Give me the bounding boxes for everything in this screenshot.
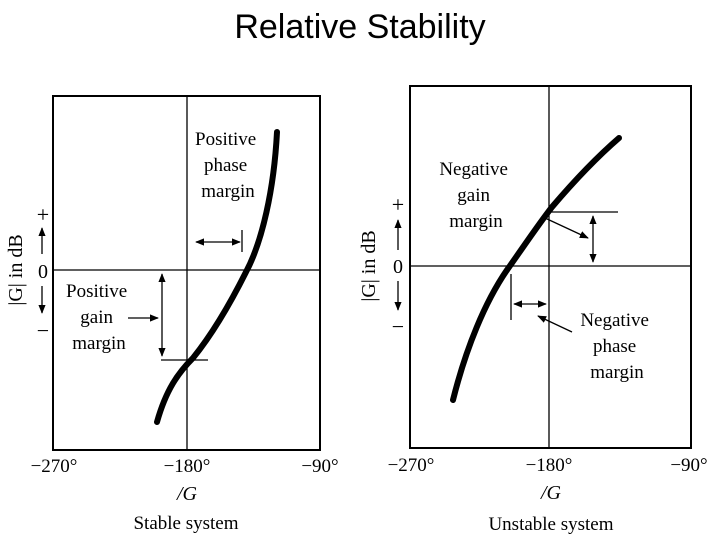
unstable-ylabel: |G| in dB	[358, 230, 380, 301]
stable-y-zero: 0	[38, 261, 48, 283]
stable-y-minus: −	[37, 318, 49, 343]
unstable-phase-label: Negative phase margin	[580, 310, 653, 383]
stable-ylabel: |G| in dB	[5, 234, 27, 305]
unstable-gain-pointer	[544, 217, 589, 239]
unstable-phase-pointer	[537, 315, 573, 333]
unstable-system-diagram: Negative gain margin Negative phase marg…	[358, 85, 708, 535]
unstable-gain-label: Negative gain margin	[439, 159, 512, 232]
unstable-xtick-minus90: −90°	[670, 455, 707, 476]
stable-gain-label: Positive gain margin	[66, 281, 132, 354]
unstable-xtick-minus270: −270°	[388, 455, 435, 476]
stable-frequency-curve	[154, 129, 280, 425]
unstable-y-minus: −	[392, 314, 404, 339]
stable-xtick-minus180: −180°	[164, 456, 211, 477]
stable-xtick-minus270: −270°	[31, 456, 78, 477]
unstable-caption: Unstable system	[488, 514, 613, 535]
unstable-frequency-curve	[450, 135, 622, 403]
unstable-y-plus: +	[392, 192, 404, 217]
stable-y-plus: +	[37, 202, 49, 227]
unstable-plot-frame	[409, 85, 692, 449]
unstable-xlabel: /G	[540, 482, 562, 504]
stable-phase-label: Positive phase margin	[195, 129, 261, 202]
unstable-xtick-minus180: −180°	[526, 455, 573, 476]
stable-system-diagram: Positive phase margin Positive gain marg…	[5, 95, 339, 534]
stable-caption: Stable system	[133, 513, 238, 534]
page-title: Relative Stability	[234, 8, 486, 46]
stable-xtick-minus90: −90°	[301, 456, 338, 477]
unstable-y-zero: 0	[393, 256, 403, 278]
stable-xlabel: /G	[176, 483, 198, 505]
